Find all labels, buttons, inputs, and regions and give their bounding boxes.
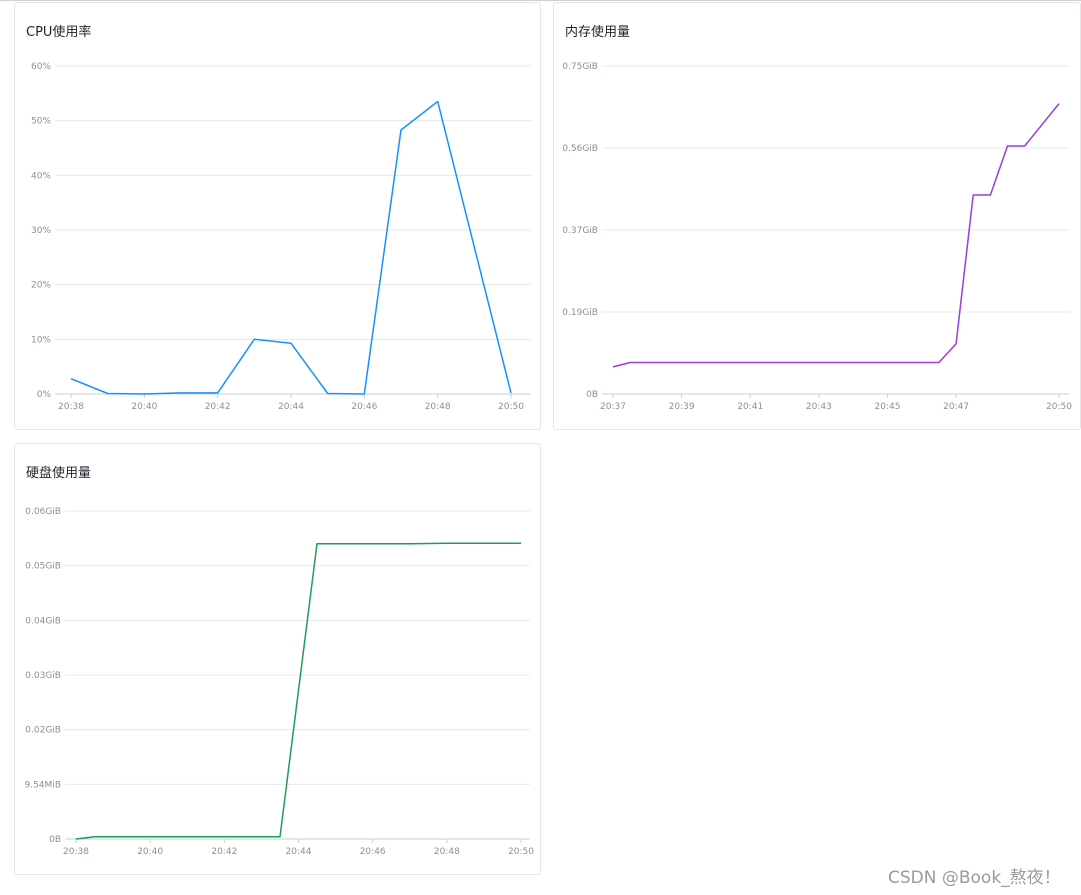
y-tick-label: 40%	[31, 171, 51, 181]
x-tick-label: 20:50	[1046, 402, 1072, 412]
y-tick-label: 0.03GiB	[25, 671, 61, 681]
y-tick-label: 0.75GiB	[562, 62, 598, 72]
y-tick-label: 20%	[31, 281, 51, 291]
memory-usage-title: 内存使用量	[565, 25, 631, 40]
x-tick-label: 20:39	[669, 402, 695, 412]
disk-usage-title: 硬盘使用量	[26, 466, 92, 481]
y-tick-label: 0.56GiB	[562, 144, 598, 154]
memory-usage-chart: 0B 0.19GiB 0.37GiB 0.56GiB 0.75GiB 20:37 20:39…	[562, 62, 1072, 412]
y-tick-label: 0.19GiB	[562, 308, 598, 318]
y-tick-label: 0.37GiB	[562, 226, 598, 236]
y-tick-label: 10%	[31, 335, 51, 345]
y-tick-label: 0.06GiB	[25, 507, 61, 517]
x-tick-label: 20:38	[63, 847, 89, 857]
y-tick-label: 50%	[31, 117, 51, 127]
y-tick-label: 0B	[49, 835, 61, 845]
x-tick-label: 20:41	[737, 402, 763, 412]
x-tick-label: 20:40	[137, 847, 163, 857]
memory-usage-panel: 内存使用量 0B 0.19GiB 0.37GiB 0.56GiB 0.75GiB 20:3…	[553, 2, 1081, 430]
x-tick-label: 20:38	[58, 402, 84, 412]
x-tick-label: 20:50	[498, 402, 524, 412]
y-tick-label: 0.02GiB	[25, 726, 61, 736]
disk-series-line	[75, 542, 521, 840]
x-tick-label: 20:42	[211, 847, 237, 857]
x-tick-label: 20:46	[360, 847, 386, 857]
memory-series-line	[612, 103, 1060, 368]
disk-usage-chart: 0B 9.54MiB 0.02GiB 0.03GiB 0.04GiB 0.05GiB 0.0…	[25, 507, 535, 857]
x-tick-label: 20:43	[806, 402, 832, 412]
x-tick-label: 20:46	[351, 402, 377, 412]
x-tick-label: 20:44	[278, 402, 304, 412]
y-tick-label: 30%	[31, 226, 51, 236]
cpu-usage-title: CPU使用率	[26, 25, 92, 40]
x-tick-label: 20:42	[205, 402, 231, 412]
watermark: CSDN @Book_熬夜！	[888, 868, 1061, 888]
y-tick-label: 0.05GiB	[25, 562, 61, 572]
y-tick-label: 60%	[31, 62, 51, 72]
y-tick-label: 0.04GiB	[25, 616, 61, 626]
y-tick-label: 0%	[37, 390, 52, 400]
x-tick-label: 20:37	[600, 402, 626, 412]
cpu-series-line	[70, 100, 512, 395]
x-tick-label: 20:40	[131, 402, 157, 412]
y-tick-label: 0B	[586, 390, 598, 400]
cpu-usage-chart: 0% 10% 20% 30% 40% 50% 60% 20:38 20:40 20:42 20:44…	[31, 62, 531, 412]
cpu-usage-panel: CPU使用率 0% 10% 20% 30% 40% 50% 60% 20:38 20:40 20:…	[14, 2, 541, 430]
x-tick-label: 20:47	[943, 402, 969, 412]
disk-usage-panel: 硬盘使用量 0B 9.54MiB 0.02GiB 0.03GiB 0.04GiB 0.05…	[14, 443, 541, 875]
x-tick-label: 20:48	[425, 402, 451, 412]
x-tick-label: 20:48	[434, 847, 460, 857]
top-border	[0, 0, 1081, 1]
x-tick-label: 20:50	[508, 847, 534, 857]
y-tick-label: 9.54MiB	[25, 780, 61, 790]
x-tick-label: 20:44	[286, 847, 312, 857]
x-tick-label: 20:45	[874, 402, 900, 412]
